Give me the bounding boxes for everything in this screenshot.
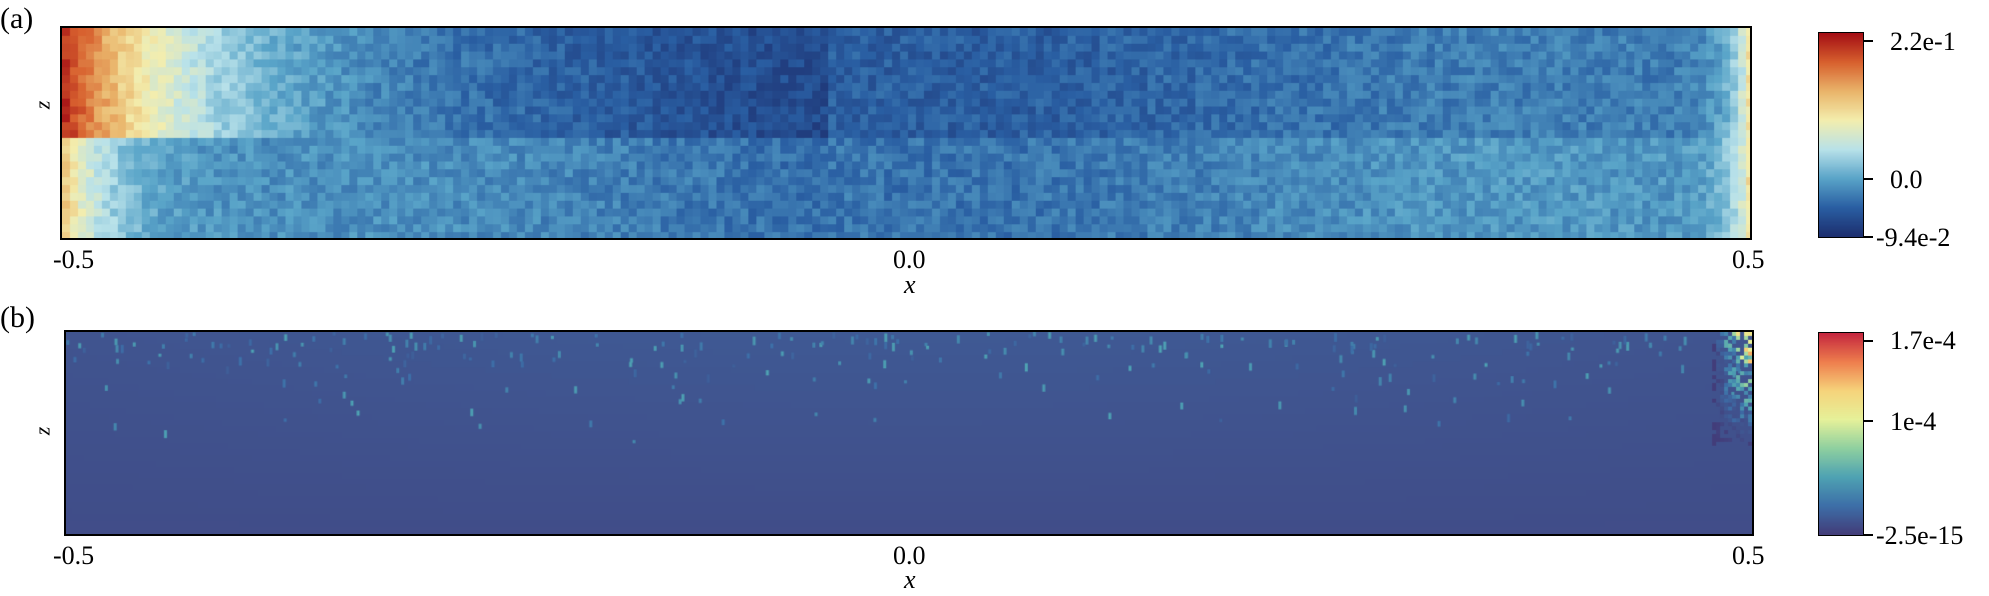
panel-a-xtick-left: -0.5 <box>53 245 95 274</box>
panel-b-cb-tick-max <box>1864 340 1873 342</box>
panel-b-xtick-left: -0.5 <box>53 541 95 570</box>
panel-b-heatmap-canvas <box>66 332 1752 534</box>
panel-b-colorbar-gradient <box>1819 333 1863 535</box>
panel-a-ylabel: z <box>29 100 55 110</box>
panel-a-xlabel: x <box>904 270 916 299</box>
panel-b-heatmap <box>64 330 1754 536</box>
panel-a-cb-label-min: -9.4e-2 <box>1876 223 1951 252</box>
panel-b-cb-label-max: 1.7e-4 <box>1890 326 1956 355</box>
panel-b-cb-tick-mid <box>1864 420 1873 422</box>
panel-a-xtick-mid: 0.0 <box>893 245 926 274</box>
panel-a-xtick-right: 0.5 <box>1732 245 1765 274</box>
panel-a-label: (a) <box>0 2 34 35</box>
panel-a-cb-label-max: 2.2e-1 <box>1890 27 1956 56</box>
panel-a-heatmap-canvas <box>62 28 1750 238</box>
panel-b-xtick-mid: 0.0 <box>893 541 926 570</box>
panel-a-cb-tick-zero <box>1864 178 1873 180</box>
panel-b-cb-label-mid: 1e-4 <box>1890 407 1937 436</box>
panel-a-cb-tick-max <box>1864 40 1873 42</box>
panel-a-cb-tick-min <box>1864 236 1873 238</box>
panel-a-heatmap <box>60 26 1752 240</box>
panel-a-cb-label-zero: 0.0 <box>1890 165 1923 194</box>
panel-b-cb-tick-min <box>1864 534 1873 536</box>
panel-b-label: (b) <box>0 301 35 334</box>
panel-b-colorbar <box>1818 332 1864 536</box>
panel-b-cb-label-min: -2.5e-15 <box>1876 521 1964 550</box>
panel-a-colorbar <box>1818 32 1864 238</box>
panel-b-xlabel: x <box>904 565 916 594</box>
panel-b-ylabel: z <box>29 426 55 436</box>
panel-b-xtick-right: 0.5 <box>1732 541 1765 570</box>
panel-a-colorbar-gradient <box>1819 33 1863 237</box>
